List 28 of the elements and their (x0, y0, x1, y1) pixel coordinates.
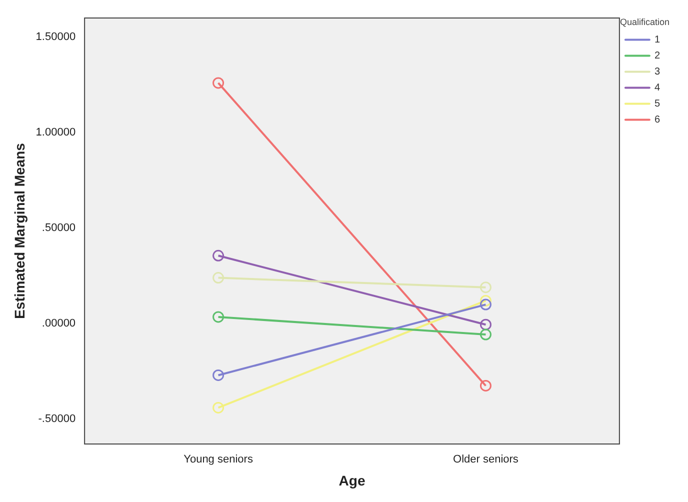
y-tick-label: -.50000 (38, 413, 76, 426)
y-tick-label: 1.00000 (36, 126, 76, 139)
x-axis-title: Age (338, 472, 366, 488)
y-axis-title: Estimated Marginal Means (11, 142, 28, 319)
point (212, 369, 224, 381)
legend-label: 6 (654, 114, 660, 126)
legend-label: 2 (654, 50, 660, 62)
legend-label: 3 (654, 66, 660, 78)
point (212, 77, 224, 89)
point (212, 250, 224, 262)
y-tick-label: .00000 (42, 318, 76, 330)
point (480, 328, 492, 340)
legend-label: 4 (654, 82, 660, 94)
point (480, 380, 492, 392)
x-tick-label: Older seniors (453, 454, 519, 466)
point (480, 318, 492, 330)
y-tick-label: 1.50000 (36, 31, 76, 44)
legend-title: Qualification (620, 16, 670, 27)
point (212, 311, 224, 323)
point (480, 298, 492, 310)
point (480, 294, 492, 306)
legend-label: 1 (654, 34, 660, 46)
point (212, 402, 224, 414)
legend-label: 5 (654, 98, 660, 110)
point (212, 272, 224, 284)
y-tick-label: .50000 (42, 222, 76, 234)
x-tick-label: Young seniors (184, 454, 254, 466)
point (480, 282, 492, 294)
